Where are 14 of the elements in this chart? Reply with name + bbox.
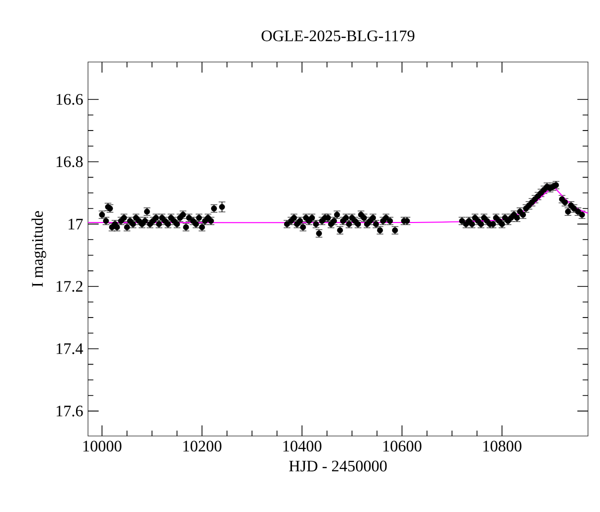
y-tick-label: 17: [68, 218, 83, 230]
x-tick-label: 10200: [183, 440, 222, 452]
y-tick-label: 17.4: [56, 343, 84, 354]
chart-title: OGLE-2025-BLG-1179: [262, 30, 414, 42]
x-tick-label: 10400: [283, 440, 322, 452]
y-tick-label: 16.8: [56, 156, 83, 168]
y-tick-label: 17.2: [56, 280, 82, 292]
y-tick-label: 17.6: [56, 406, 83, 416]
x-tick-label: 10000: [83, 440, 122, 452]
y-tick-label: 16.6: [56, 94, 83, 105]
x-tick-label: 10600: [383, 440, 422, 452]
x-axis-title: HJD - 2450000: [289, 460, 387, 472]
y-axis-title: I magnitude: [32, 211, 46, 287]
x-tick-label: 10800: [483, 440, 522, 452]
